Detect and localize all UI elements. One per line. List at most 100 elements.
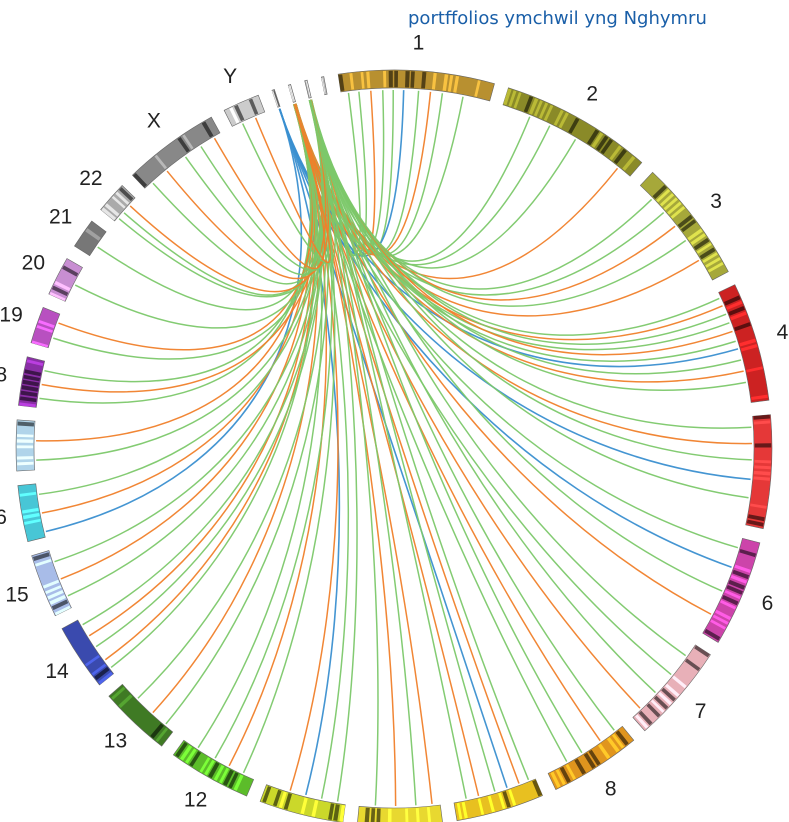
cytoband	[568, 117, 580, 134]
cytoband	[487, 795, 495, 813]
ideogram-ring	[15, 69, 773, 822]
cytoband	[20, 390, 38, 397]
cytoband	[611, 733, 625, 749]
cytoband	[289, 85, 295, 102]
chromosome-6	[702, 537, 761, 643]
chromosome-label-20: 20	[22, 251, 45, 274]
cytoband	[338, 74, 345, 92]
cytoband	[51, 285, 69, 297]
figure-title: portffolios ymchwil yng Nghymru	[408, 8, 707, 29]
cytoband	[753, 470, 771, 476]
link-green	[310, 99, 583, 754]
cytoband	[23, 374, 41, 382]
chromosome-label-12: 12	[184, 789, 207, 812]
cytoband	[661, 687, 676, 702]
link-green	[53, 99, 323, 360]
cytoband	[659, 193, 675, 207]
cytoband	[288, 85, 294, 102]
cytoband	[565, 764, 576, 780]
cytoband	[19, 491, 37, 497]
chromosome-17	[15, 419, 36, 472]
cytoband	[528, 98, 539, 115]
cytoband	[508, 90, 517, 107]
chromosome-unplaced-26	[304, 79, 312, 99]
cytoband	[26, 359, 44, 366]
chromosome-label-19: 19	[0, 304, 23, 327]
cytoband	[415, 807, 420, 822]
link-green	[309, 99, 615, 731]
cytoband	[754, 443, 772, 448]
cytoband	[696, 242, 712, 254]
cytoband	[477, 798, 485, 815]
chromosome-4	[718, 284, 770, 403]
cytoband	[613, 148, 627, 165]
cytoband	[574, 758, 587, 775]
cytoband	[712, 614, 729, 625]
cytoband	[24, 518, 41, 525]
cytoband	[115, 191, 130, 205]
cytoband	[426, 807, 432, 822]
chromosome-label-Y: Y	[223, 65, 237, 88]
cytoband	[360, 72, 365, 89]
cytoband	[111, 686, 126, 700]
chromosome-unplaced-25	[287, 84, 296, 103]
cytoband	[248, 98, 259, 116]
link-green	[310, 99, 687, 307]
chromosome-label-X: X	[147, 109, 161, 132]
cytoband	[707, 262, 724, 273]
link-green	[309, 99, 752, 429]
cytoband	[38, 319, 55, 329]
cytoband	[405, 70, 410, 88]
cytoband	[118, 694, 133, 709]
cytoband	[321, 77, 326, 94]
cytoband	[49, 594, 66, 605]
chromosome-label-layer: 12345678910111213141516171819202122XY	[0, 31, 789, 812]
cytoband	[730, 574, 748, 584]
chromosome-label-21: 21	[49, 206, 72, 229]
cytoband	[740, 344, 758, 352]
cytoband	[222, 769, 234, 787]
chromosome-21	[74, 220, 107, 257]
cytoband	[132, 172, 148, 188]
cytoband	[17, 421, 35, 427]
cytoband	[461, 801, 468, 819]
cytoband	[734, 564, 751, 574]
cytoband	[753, 414, 771, 420]
cytoband	[652, 184, 668, 200]
cytoband	[104, 203, 120, 217]
link-green	[310, 99, 687, 657]
cytoband	[19, 396, 37, 403]
cytoband	[84, 654, 100, 667]
cytoband	[306, 81, 311, 98]
cytoband	[663, 197, 678, 211]
cytoband	[583, 752, 596, 769]
cytoband	[45, 585, 62, 595]
chromosome-label-17: 17	[0, 433, 1, 456]
cytoband	[154, 154, 168, 170]
link-orange	[129, 99, 327, 293]
cytoband	[753, 476, 771, 481]
cytoband	[229, 107, 240, 124]
cytoband	[177, 136, 190, 153]
cytoband	[218, 767, 230, 784]
cytoband	[646, 703, 661, 718]
chromosome-label-15: 15	[5, 584, 28, 607]
chromosome-13	[108, 683, 174, 747]
cytoband	[746, 519, 764, 527]
link-blue	[279, 108, 508, 788]
cytoband	[543, 104, 554, 121]
cytoband	[283, 793, 293, 810]
cytoband	[24, 369, 42, 377]
chromosome-9	[453, 778, 543, 822]
cytoband	[278, 791, 287, 809]
cytoband	[150, 723, 164, 739]
link-green	[310, 99, 467, 799]
link-orange	[88, 104, 314, 637]
cytoband	[694, 645, 710, 658]
chromosome-label-6: 6	[762, 592, 774, 615]
chromosome-7	[632, 644, 711, 732]
cytoband	[17, 461, 34, 466]
cytoband	[182, 134, 194, 150]
cytoband	[49, 291, 66, 302]
